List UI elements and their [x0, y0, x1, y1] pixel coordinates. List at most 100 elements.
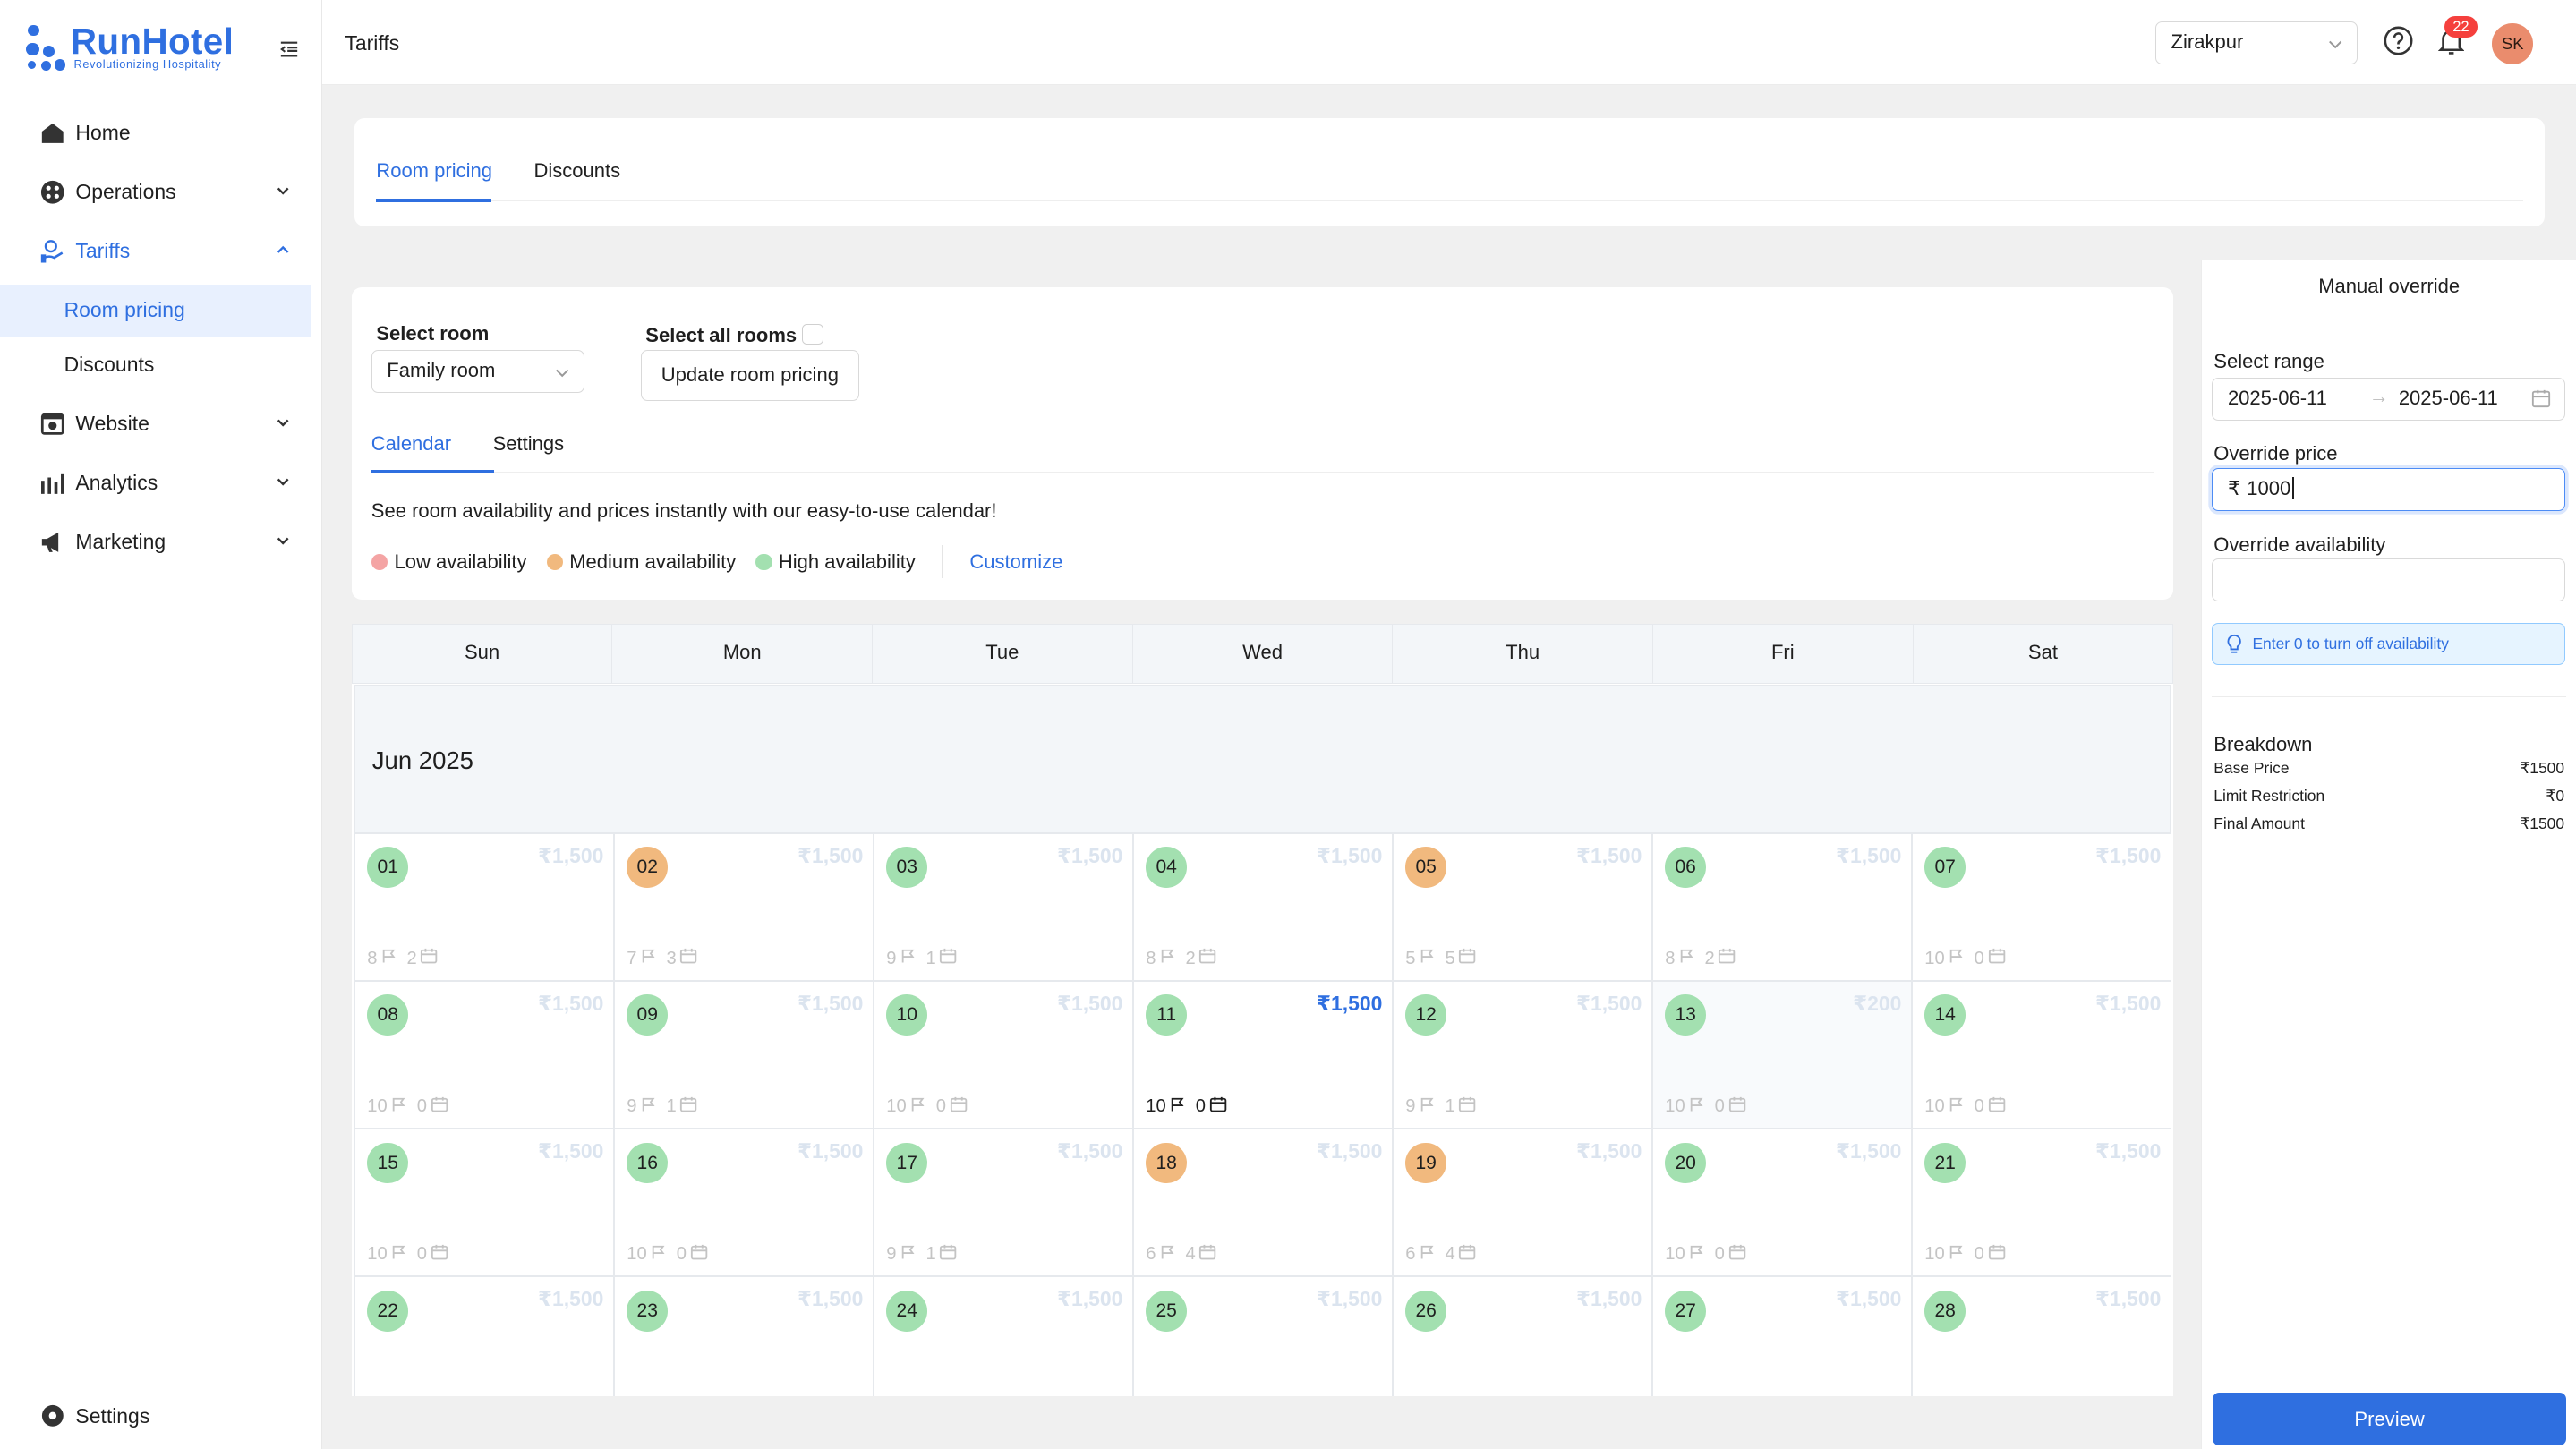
- chevron-down-icon: [277, 478, 289, 486]
- topbar: Tariffs Zirakpur 22 SK: [321, 0, 2576, 86]
- sidebar-item-marketing[interactable]: Marketing: [39, 523, 294, 562]
- calendar-day-cell[interactable]: 12 ₹1,500 9 1: [1393, 980, 1653, 1129]
- tab-calendar[interactable]: Calendar: [371, 431, 452, 455]
- flag-icon: [1685, 1244, 1715, 1266]
- available-rooms-count: 9: [886, 949, 897, 969]
- calendar-day-cell[interactable]: 09 ₹1,500 9 1: [614, 980, 874, 1129]
- range-start-input[interactable]: 2025-06-11: [2227, 387, 2327, 410]
- calendar-icon: [677, 1096, 708, 1118]
- calendar-day-cell[interactable]: 13 ₹200 10 0: [1652, 980, 1913, 1129]
- calendar-day-cell[interactable]: 23 ₹1,500: [614, 1276, 874, 1397]
- calendar-day-cell[interactable]: 15 ₹1,500 10 0: [354, 1128, 615, 1277]
- help-icon[interactable]: [2384, 26, 2413, 55]
- day-number: 24: [886, 1290, 928, 1332]
- calendar-day-cell[interactable]: 26 ₹1,500: [1393, 1276, 1653, 1397]
- sidebar-subitem-discounts[interactable]: Discounts: [64, 352, 155, 376]
- sidebar-item-label: Website: [75, 412, 149, 436]
- day-price: ₹1,500: [538, 991, 604, 1015]
- calendar-icon: [936, 948, 968, 969]
- calendar-day-cell[interactable]: 03 ₹1,500 9 1: [874, 832, 1134, 981]
- available-rooms-count: 10: [1665, 1244, 1685, 1265]
- available-rooms-count: 10: [1924, 949, 1945, 969]
- flag-icon: [1945, 1096, 1975, 1118]
- manual-override-panel: Manual override Select range 2025-06-11 …: [2201, 259, 2576, 1449]
- customize-link[interactable]: Customize: [969, 550, 1063, 573]
- sidebar-item-label: Settings: [75, 1403, 150, 1428]
- available-rooms-count: 10: [1924, 1096, 1945, 1117]
- avatar[interactable]: SK: [2492, 22, 2534, 64]
- flag-icon: [896, 948, 925, 969]
- update-room-pricing-button[interactable]: Update room pricing: [640, 349, 859, 401]
- tabs-divider: [376, 200, 2524, 201]
- sidebar-item-settings[interactable]: Settings: [39, 1396, 294, 1436]
- weekday-label: Thu: [1393, 625, 1653, 683]
- day-number: 06: [1665, 847, 1707, 889]
- calendar-day-cell[interactable]: 21 ₹1,500 10 0: [1912, 1128, 2172, 1277]
- day-price: ₹1,500: [1836, 1138, 1902, 1163]
- calendar-day-cell[interactable]: 24 ₹1,500: [874, 1276, 1134, 1397]
- calendar-day-cell[interactable]: 10 ₹1,500 10 0: [874, 980, 1134, 1129]
- calendar-day-cell[interactable]: 27 ₹1,500: [1652, 1276, 1913, 1397]
- location-select[interactable]: Zirakpur: [2155, 21, 2358, 64]
- tab-settings[interactable]: Settings: [492, 431, 565, 455]
- menu-collapse-icon[interactable]: [279, 39, 299, 59]
- calendar-day-cell[interactable]: 25 ₹1,500: [1133, 1276, 1394, 1397]
- sidebar-item-website[interactable]: Website: [39, 405, 294, 444]
- preview-button[interactable]: Preview: [2213, 1393, 2566, 1446]
- day-number: 22: [367, 1290, 409, 1332]
- override-price-input[interactable]: ₹ 1000: [2212, 468, 2566, 511]
- brand-logo[interactable]: RunHotel Revolutionizing Hospitality: [26, 21, 234, 71]
- month-header: Jun 2025: [354, 685, 2171, 833]
- tab-room-pricing[interactable]: Room pricing: [376, 159, 492, 183]
- day-number: 21: [1924, 1142, 1966, 1184]
- day-price: ₹1,500: [1836, 1287, 1902, 1311]
- sidebar-subitem-room-pricing[interactable]: Room pricing: [0, 284, 311, 337]
- sidebar-item-tariffs[interactable]: Tariffs: [39, 232, 294, 271]
- calendar-day-cell[interactable]: 06 ₹1,500 8 2: [1652, 832, 1913, 981]
- date-range-picker[interactable]: 2025-06-11 → 2025-06-11: [2212, 378, 2566, 421]
- panel-title: Manual override: [2318, 274, 2461, 297]
- calendar-icon: [427, 1096, 458, 1118]
- calendar-day-cell[interactable]: 20 ₹1,500 10 0: [1652, 1128, 1913, 1277]
- calendar-day-cell[interactable]: 18 ₹1,500 6 4: [1133, 1128, 1394, 1277]
- calendar-day-cell[interactable]: 16 ₹1,500 10 0: [614, 1128, 874, 1277]
- breakdown-row: Base Price ₹1500: [2213, 759, 2564, 778]
- calendar-day-cell[interactable]: 22 ₹1,500: [354, 1276, 615, 1397]
- booked-rooms-count: 2: [1185, 949, 1196, 969]
- calendar-day-cell[interactable]: 19 ₹1,500 6 4: [1393, 1128, 1653, 1277]
- calendar-day-cell[interactable]: 14 ₹1,500 10 0: [1912, 980, 2172, 1129]
- calendar-day-cell[interactable]: 01 ₹1,500 8 2: [354, 832, 615, 981]
- calendar-day-cell[interactable]: 07 ₹1,500 10 0: [1912, 832, 2172, 981]
- tab-discounts[interactable]: Discounts: [533, 159, 621, 183]
- day-number: 09: [627, 994, 669, 1036]
- calendar-day-cell[interactable]: 05 ₹1,500 5 5: [1393, 832, 1653, 981]
- calendar-day-cell[interactable]: 28 ₹1,500: [1912, 1276, 2172, 1397]
- day-number: 10: [886, 994, 928, 1036]
- calendar-day-cell[interactable]: 11 ₹1,500 10 0: [1133, 980, 1394, 1129]
- weekday-label: Mon: [612, 625, 874, 683]
- range-end-input[interactable]: 2025-06-11: [2398, 387, 2498, 410]
- calendar-day-cell[interactable]: 17 ₹1,500 9 1: [874, 1128, 1134, 1277]
- calendar-icon: [1984, 948, 2016, 969]
- calendar-day-cell[interactable]: 04 ₹1,500 8 2: [1133, 832, 1394, 981]
- breakdown-value: ₹1500: [2520, 758, 2565, 777]
- select-all-rooms-checkbox[interactable]: [801, 323, 823, 345]
- room-select[interactable]: Family room: [371, 349, 585, 393]
- calendar-day-cell[interactable]: 08 ₹1,500 10 0: [354, 980, 615, 1129]
- override-availability-input[interactable]: [2212, 558, 2566, 601]
- operations-icon: [39, 179, 65, 205]
- day-price: ₹1,500: [1317, 843, 1383, 867]
- calendar-icon: [1725, 1244, 1756, 1266]
- day-counts: 10 0: [1665, 1096, 1756, 1118]
- breakdown-title: Breakdown: [2213, 732, 2313, 755]
- sidebar-item-analytics[interactable]: Analytics: [39, 464, 294, 503]
- calendar-icon: [1455, 1244, 1487, 1266]
- day-price: ₹1,500: [1057, 991, 1123, 1015]
- sidebar-item-home[interactable]: Home: [39, 114, 294, 153]
- day-number: 20: [1665, 1142, 1707, 1184]
- sidebar: RunHotel Revolutionizing Hospitality Hom…: [0, 0, 322, 1449]
- calendar-day-cell[interactable]: 02 ₹1,500 7 3: [614, 832, 874, 981]
- day-number: 23: [627, 1290, 669, 1332]
- sidebar-item-operations[interactable]: Operations: [39, 173, 294, 212]
- day-price: ₹1,500: [1317, 1138, 1383, 1163]
